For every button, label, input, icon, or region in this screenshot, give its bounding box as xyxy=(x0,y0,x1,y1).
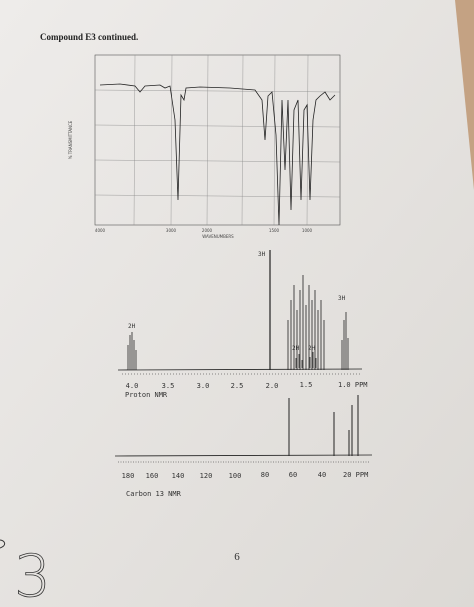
integration: 2H xyxy=(292,345,300,352)
proton-tick: 2.5 xyxy=(231,382,244,390)
carbon-tick: 20 PPM xyxy=(343,471,368,479)
handwriting: 3 xyxy=(14,542,51,607)
background-wall xyxy=(455,0,474,190)
ir-trace xyxy=(99,83,336,226)
ir-frame xyxy=(94,54,341,226)
carbon-baseline xyxy=(114,454,373,457)
proton-peak xyxy=(341,312,349,370)
ir-tick: 3000 xyxy=(166,228,177,233)
ir-tick: 1500 xyxy=(269,228,280,233)
proton-peak xyxy=(295,352,317,368)
carbon-tick: 40 xyxy=(318,471,326,479)
proton-peak xyxy=(127,332,137,370)
carbon-tick: 60 xyxy=(289,471,297,479)
carbon-nmr xyxy=(114,395,373,463)
carbon-tick: 80 xyxy=(261,471,269,479)
handwriting-stroke xyxy=(0,539,6,549)
ir-grid xyxy=(94,54,341,226)
carbon-tick: 180 xyxy=(122,472,135,480)
carbon-tick: 120 xyxy=(200,472,213,480)
carbon-tick: 160 xyxy=(146,472,159,480)
ir-tick: 4000 xyxy=(95,228,106,233)
integration: 3H xyxy=(338,295,346,302)
ir-tick: 2000 xyxy=(202,228,213,233)
integration: 3H xyxy=(258,251,266,258)
proton-tick: 4.0 xyxy=(126,382,139,390)
ir-y-label: % TRANSMITTANCE xyxy=(68,120,73,159)
proton-peak xyxy=(287,275,325,370)
proton-tick: 2.0 xyxy=(266,382,279,390)
carbon-caption: Carbon 13 NMR xyxy=(126,490,182,498)
integration: 2H xyxy=(128,323,136,330)
proton-caption: Proton NMR xyxy=(125,391,168,399)
ir-x-label: WAVENUMBERS xyxy=(202,234,234,239)
ir-tick: 1000 xyxy=(302,228,313,233)
ir-spectrum xyxy=(94,54,341,226)
proton-tick: 3.5 xyxy=(162,382,175,390)
proton-tick: 1.5 xyxy=(300,381,313,389)
carbon-tick: 140 xyxy=(172,472,185,480)
page-number: 6 xyxy=(234,551,240,563)
proton-tick: 1.0 PPM xyxy=(338,381,368,389)
proton-tick: 3.0 xyxy=(197,382,210,390)
proton-nmr xyxy=(117,250,363,375)
integration: 2H xyxy=(308,345,316,352)
carbon-tick: 100 xyxy=(229,472,242,480)
page-title: Compound E3 continued. xyxy=(40,32,138,42)
